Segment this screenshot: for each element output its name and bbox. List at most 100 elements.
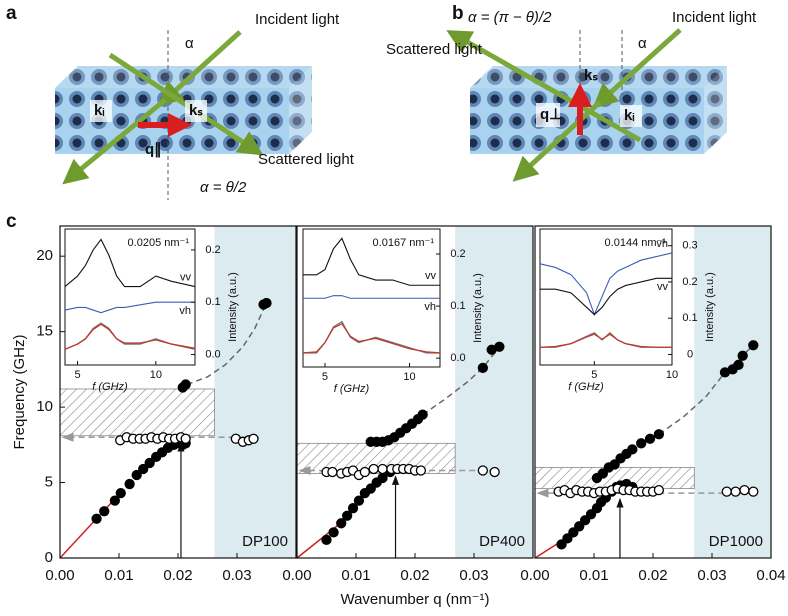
x-axis-label: Wavenumber q (nm⁻¹) xyxy=(340,591,489,608)
incident-ray xyxy=(157,30,242,107)
gap-band xyxy=(59,388,215,437)
spectrum xyxy=(303,295,440,299)
slab-side xyxy=(289,66,312,154)
annotation: 0.0167 nm⁻¹ xyxy=(373,237,435,249)
open-point xyxy=(748,486,759,497)
point xyxy=(477,362,489,374)
label-box xyxy=(620,105,642,127)
y-tick-label: 0 xyxy=(45,549,53,566)
point xyxy=(748,340,759,351)
inset-y-label: Intensity (a.u.) xyxy=(472,273,484,343)
y-tick-label: 0.3 xyxy=(682,240,697,252)
x-tick-label: 0.03 xyxy=(222,567,251,584)
fit-line xyxy=(59,497,117,559)
point xyxy=(341,510,353,521)
x-tick-label: 5 xyxy=(322,371,328,383)
dashed-curve xyxy=(422,346,500,416)
inset-frame xyxy=(539,228,673,366)
point xyxy=(417,409,428,420)
inset-frame xyxy=(64,228,196,366)
open-point xyxy=(368,463,379,475)
point xyxy=(115,487,126,499)
open-point xyxy=(653,484,665,496)
point xyxy=(321,534,332,546)
spectrum xyxy=(539,333,672,348)
y-tick-label: 0.1 xyxy=(450,300,465,312)
point xyxy=(609,459,620,470)
x-tick-label: 0.02 xyxy=(163,567,192,584)
open-point xyxy=(377,463,388,475)
dashed-curve xyxy=(186,302,268,386)
point xyxy=(737,350,748,361)
point xyxy=(124,478,135,490)
inset-x-label: f (GHz) xyxy=(92,381,128,393)
x-tick-label: 0.01 xyxy=(579,567,608,584)
annotation: Incident light xyxy=(255,11,340,28)
annotation: kᵢ xyxy=(94,102,104,119)
diagram-a: a Incident light α kᵢ kₛ q∥ Scattered li… xyxy=(6,3,355,200)
y-tick-label: 0.2 xyxy=(682,276,697,288)
incident-ray xyxy=(592,28,682,109)
spectrum xyxy=(64,323,196,350)
point xyxy=(131,469,142,481)
point xyxy=(336,518,347,529)
panel-name: DP400 xyxy=(479,533,525,550)
slab-side xyxy=(704,66,727,154)
y-tick-label: 0.1 xyxy=(682,312,697,324)
point xyxy=(568,527,579,538)
open-point xyxy=(327,466,338,478)
spectrum xyxy=(540,277,672,316)
annotation: α xyxy=(638,35,647,52)
panel-name: DP1000 xyxy=(709,533,763,550)
annotation: kᵢ xyxy=(624,107,634,124)
x-tick-label: 0.00 xyxy=(282,567,311,584)
y-tick-label: 15 xyxy=(36,323,53,340)
point xyxy=(580,515,591,526)
legend-label: vv xyxy=(425,270,437,282)
point xyxy=(138,463,149,475)
shaded-region xyxy=(694,226,771,558)
open-point xyxy=(739,484,750,496)
open-point xyxy=(721,486,732,497)
annotation: α xyxy=(185,35,194,52)
point xyxy=(144,457,155,469)
x-tick-label: 0.02 xyxy=(400,567,429,584)
y-tick-label: 0.0 xyxy=(450,352,465,364)
open-point xyxy=(489,466,500,478)
annotation: 0.0205 nm⁻¹ xyxy=(128,237,190,249)
y-tick-label: 10 xyxy=(36,398,53,415)
point xyxy=(347,503,359,514)
shaded-region xyxy=(455,226,533,558)
legend-label: vv xyxy=(657,281,669,293)
inset-x-label: f (GHz) xyxy=(334,383,370,395)
spectrum xyxy=(64,238,196,288)
point xyxy=(644,433,656,444)
spectrum xyxy=(64,301,195,314)
transmitted-ray xyxy=(62,98,167,185)
point xyxy=(653,429,665,440)
annotation: Incident light xyxy=(672,9,757,26)
x-tick-label: 0.02 xyxy=(638,567,667,584)
x-tick-label: 0.01 xyxy=(341,567,370,584)
point xyxy=(377,472,388,484)
point xyxy=(597,468,608,479)
open-point xyxy=(180,433,191,444)
slab-top xyxy=(55,66,312,88)
point xyxy=(562,533,573,544)
open-point xyxy=(415,465,427,476)
annotation: Scattered light xyxy=(386,41,483,58)
scattered-ray xyxy=(108,52,264,156)
open-point xyxy=(359,466,371,478)
label-box xyxy=(90,100,112,122)
point xyxy=(733,359,744,370)
y-tick-label: 0.2 xyxy=(450,248,465,260)
y-tick-label: 20 xyxy=(36,247,53,264)
x-tick-label: 10 xyxy=(403,371,415,383)
annotation: kₛ xyxy=(189,102,203,119)
x-tick-label: 5 xyxy=(74,369,80,381)
y-axis-label: Frequency (GHz) xyxy=(11,334,28,449)
open-point xyxy=(477,465,489,476)
annotation: Scattered light xyxy=(258,151,355,168)
spectrum xyxy=(302,322,441,354)
